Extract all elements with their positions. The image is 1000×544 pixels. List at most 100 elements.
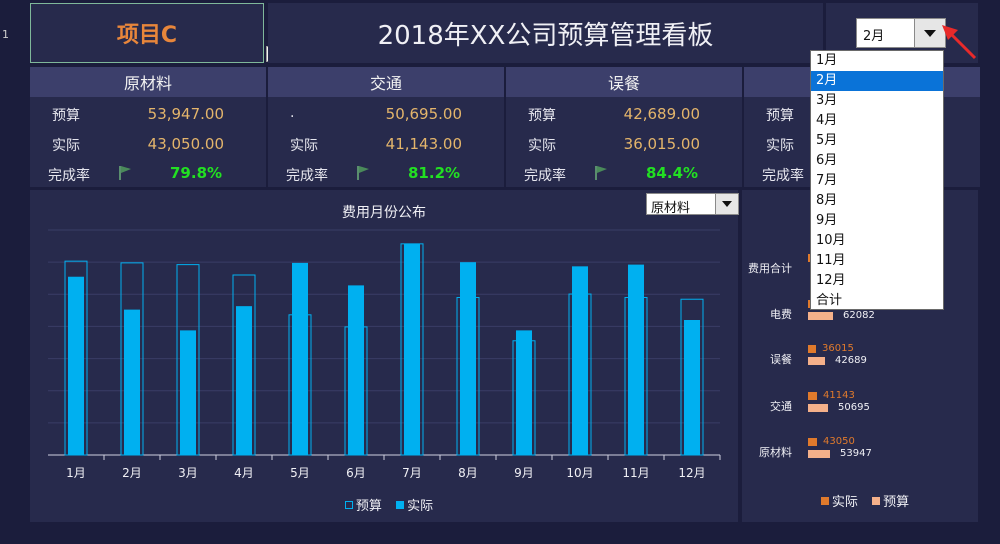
bar-actual <box>404 243 420 455</box>
month-option[interactable]: 7月 <box>816 173 838 188</box>
side-value-budget: 53947 <box>840 448 872 459</box>
side-category-label: 原材料 <box>759 446 792 459</box>
side-bar-actual <box>808 392 817 400</box>
kpi-card-title: 误餐 <box>506 67 742 97</box>
kpi-budget-label: 预算 <box>766 108 794 124</box>
side-value-budget: 42689 <box>835 355 867 366</box>
kpi-actual-value: 43,050.00 <box>147 135 224 153</box>
side-legend-actual-swatch <box>820 497 829 505</box>
side-legend-budget-swatch <box>872 497 881 505</box>
kpi-rate-label: 完成率 <box>524 168 566 184</box>
side-category-label: 交通 <box>770 400 792 413</box>
kpi-rate-label: 完成率 <box>48 168 90 184</box>
month-option[interactable]: 12月 <box>816 273 846 288</box>
side-chart-legend: 实际 预算 <box>742 491 978 510</box>
bar-actual <box>460 262 476 455</box>
month-option[interactable]: 3月 <box>816 93 838 108</box>
kpi-actual-label: 实际 <box>528 138 556 154</box>
month-option[interactable]: 2月 <box>811 71 943 91</box>
month-option[interactable]: 5月 <box>816 133 838 148</box>
side-value-actual: 36015 <box>822 343 854 354</box>
bar-actual <box>516 330 532 455</box>
project-cell[interactable]: 项目C <box>30 3 264 63</box>
annotation-arrow-icon <box>942 25 977 60</box>
kpi-rate-value: 81.2% <box>408 164 461 182</box>
monthly-bar-chart: 1月 2月 3月 4月 5月 6月 7月 8月 9月 10月 11月 12月 <box>48 229 721 480</box>
kpi-rate-label: 完成率 <box>286 168 328 184</box>
chart-legend: 预算 实际 <box>30 495 738 514</box>
category-select[interactable]: 原材料 <box>646 193 739 216</box>
kpi-card: 交通. 50,695.00 实际 41,143.00 完成率 81.2% <box>268 67 504 187</box>
month-select-button[interactable] <box>914 19 945 47</box>
month-option[interactable]: 11月 <box>816 253 846 268</box>
month-option[interactable]: 合计 <box>816 293 843 308</box>
side-legend-actual-label: 实际 <box>831 495 858 510</box>
chevron-down-icon <box>924 29 936 37</box>
x-tick-label: 1月 <box>66 466 86 480</box>
month-option[interactable]: 4月 <box>816 113 838 128</box>
month-option[interactable]: 10月 <box>816 233 846 248</box>
month-option[interactable]: 6月 <box>816 153 838 168</box>
x-tick-label: 3月 <box>178 466 198 480</box>
kpi-actual-label: 实际 <box>766 138 794 154</box>
month-dropdown-list[interactable]: 1月 2月 3月 4月 5月 6月 7月 8月 9月 10月 11月 12月合计 <box>810 50 944 310</box>
x-tick-label: 8月 <box>458 466 478 480</box>
month-select[interactable]: 2月 <box>856 18 946 48</box>
kpi-actual-label: 实际 <box>52 138 80 154</box>
kpi-actual-label: 实际 <box>290 138 318 154</box>
kpi-card-title: 原材料 <box>30 67 266 97</box>
month-option[interactable]: 1月 <box>816 53 838 68</box>
x-tick-label: 7月 <box>402 466 422 480</box>
chevron-down-icon <box>722 201 732 207</box>
kpi-card-title: 交通 <box>268 67 504 97</box>
side-category-label: 电费 <box>770 308 792 321</box>
x-tick-label: 9月 <box>514 466 534 480</box>
side-bar-budget <box>808 312 833 320</box>
legend-budget-label: 预算 <box>355 499 382 514</box>
row-number: 1 <box>2 28 9 41</box>
bar-actual <box>68 276 84 455</box>
kpi-rate-value: 79.8% <box>170 164 223 182</box>
bar-actual <box>628 264 644 455</box>
month-select-value: 2月 <box>863 29 885 44</box>
x-tick-label: 12月 <box>678 466 705 480</box>
kpi-actual-value: 41,143.00 <box>385 135 462 153</box>
month-option[interactable]: 9月 <box>816 213 838 228</box>
month-option[interactable]: 8月 <box>816 193 838 208</box>
x-tick-label: 4月 <box>234 466 254 480</box>
legend-actual-swatch <box>396 501 405 509</box>
x-tick-label: 10月 <box>566 466 593 480</box>
side-bar-budget <box>808 450 830 458</box>
kpi-rate-label: 完成率 <box>762 168 804 184</box>
bar-actual <box>236 306 252 455</box>
category-select-button[interactable] <box>715 194 738 214</box>
x-tick-label: 2月 <box>122 466 142 480</box>
bar-actual <box>684 320 700 455</box>
bar-actual <box>180 330 196 455</box>
x-tick-label: 6月 <box>346 466 366 480</box>
kpi-budget-label: . <box>290 105 295 121</box>
kpi-budget-value: 53,947.00 <box>147 105 224 123</box>
monthly-chart-panel: 费用月份公布 原材料 1月 2月 3月 4月 5月 6月 7月 8月 9月 10月 11月 12月 预… <box>30 190 739 522</box>
bar-actual <box>292 262 308 455</box>
kpi-rate-value: 84.4% <box>646 164 699 182</box>
side-bar-budget <box>808 404 828 412</box>
legend-actual-label: 实际 <box>407 499 434 514</box>
side-category-label: 费用合计 <box>748 262 792 275</box>
flag-icon <box>357 166 369 180</box>
side-value-actual: 41143 <box>823 390 855 401</box>
side-value-budget: 50695 <box>838 402 870 413</box>
kpi-card: 误餐 预算 42,689.00 实际 36,015.00 完成率 84.4% <box>506 67 742 187</box>
bar-actual <box>124 309 140 455</box>
kpi-actual-value: 36,015.00 <box>623 135 700 153</box>
kpi-budget-value: 42,689.00 <box>623 105 700 123</box>
bar-actual <box>348 285 364 455</box>
flag-icon <box>119 166 131 180</box>
kpi-card: 原材料 预算 53,947.00 实际 43,050.00 完成率 79.8% <box>30 67 266 187</box>
flag-icon <box>595 166 607 180</box>
side-category-label: 误餐 <box>770 353 792 366</box>
category-select-value: 原材料 <box>651 201 691 216</box>
x-tick-label: 5月 <box>290 466 310 480</box>
side-bar-actual <box>808 438 817 446</box>
side-bar-actual <box>808 345 816 353</box>
